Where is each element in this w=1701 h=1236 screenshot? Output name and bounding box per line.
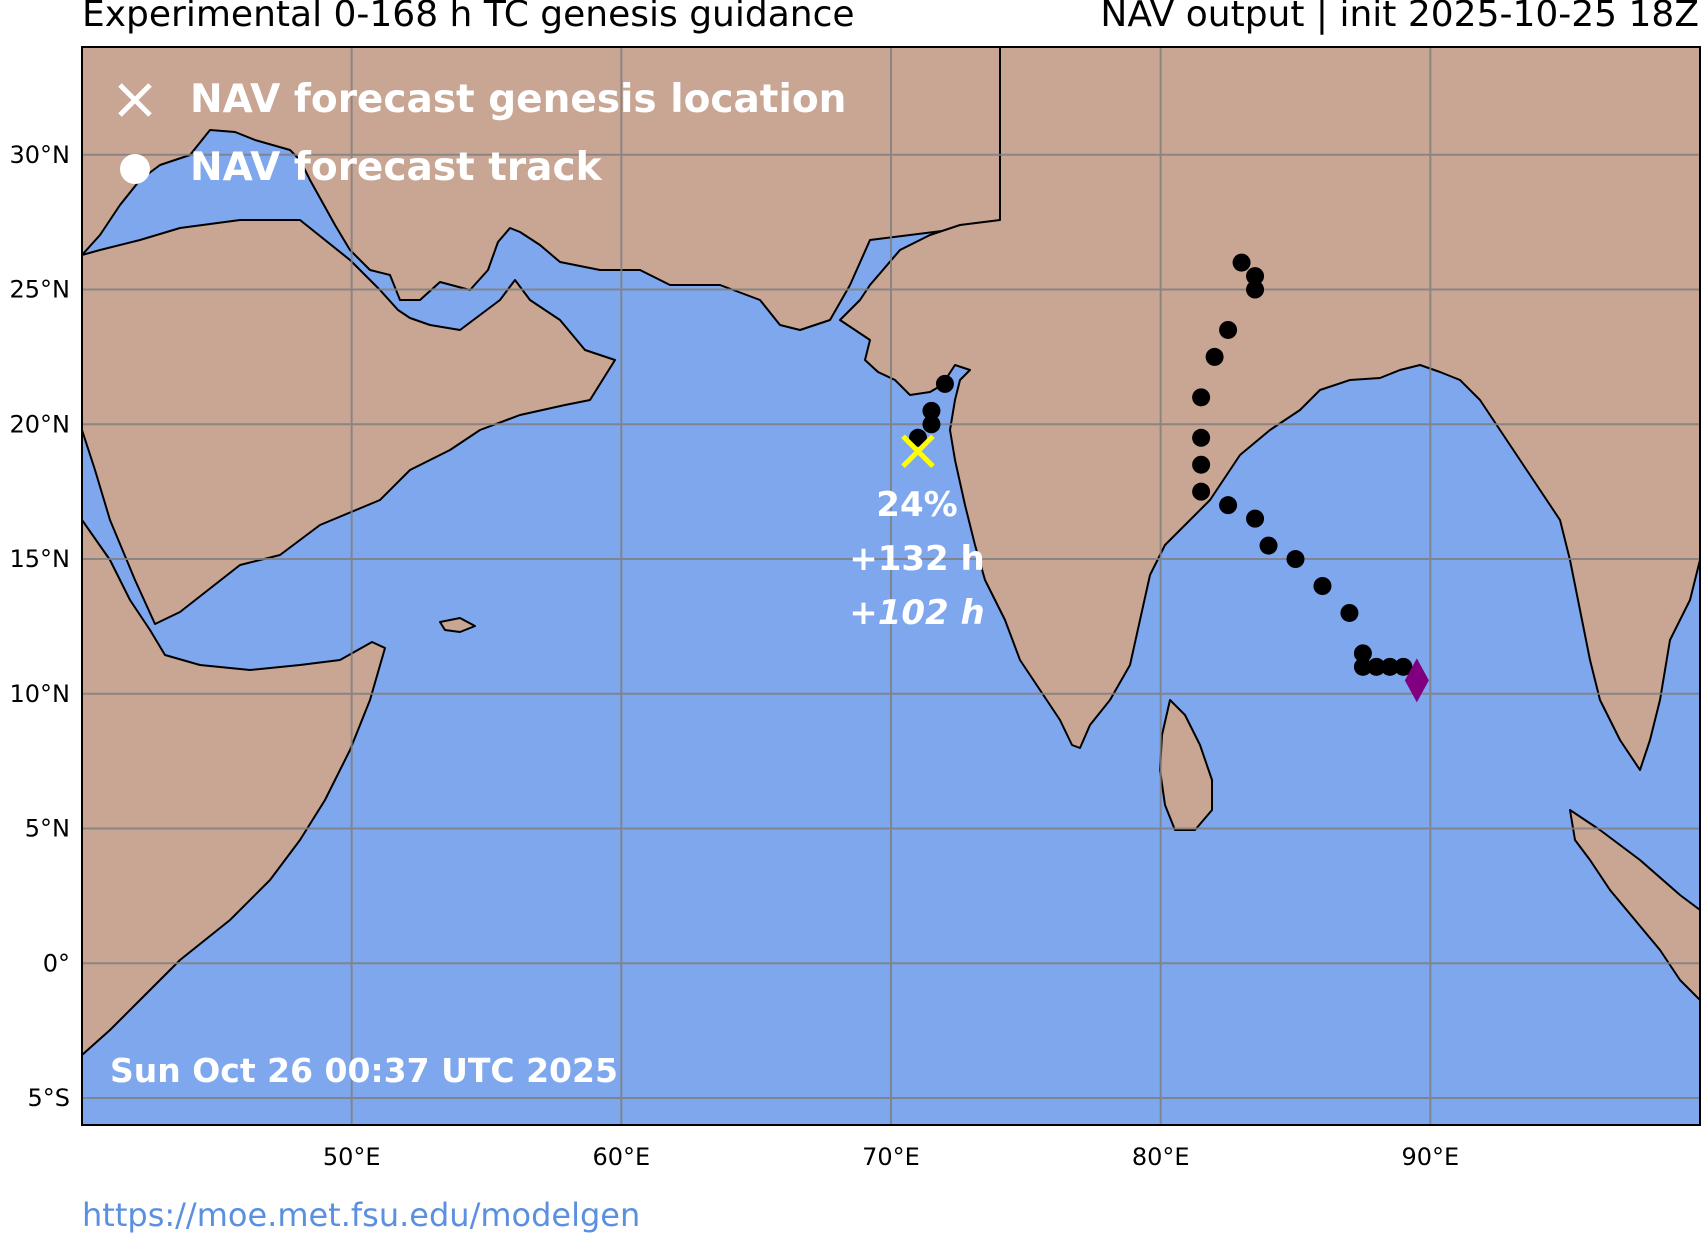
land-layer [82, 47, 1700, 1056]
gridlines [82, 47, 1700, 1125]
legend-genesis-label: NAV forecast genesis location [190, 77, 846, 122]
track-point [1340, 603, 1359, 622]
lat-tick-label: 15°N [10, 545, 71, 573]
map-frame [81, 46, 1701, 1126]
track-point [1192, 455, 1211, 474]
lat-tick-label: 25°N [10, 276, 71, 304]
legend-dot-icon [120, 154, 150, 184]
timestamp: Sun Oct 26 00:37 UTC 2025 [110, 1051, 618, 1090]
lon-tick-label: 80°E [1132, 1143, 1190, 1171]
track-point [1219, 320, 1238, 339]
track-point [1246, 267, 1265, 286]
lat-tick-label: 20°N [10, 410, 71, 438]
land-arabia [82, 219, 616, 625]
genesis-lead-time: +132 h [849, 539, 985, 579]
track-point [1380, 657, 1399, 676]
track-point [922, 415, 941, 434]
track-point [1246, 280, 1265, 299]
footer-url-link[interactable]: https://moe.met.fsu.edu/modelgen [82, 1196, 641, 1234]
track-point [1353, 644, 1372, 663]
lat-tick-label: 30°N [10, 141, 71, 169]
track-point [1219, 496, 1238, 515]
lon-tick-label: 90°E [1401, 1143, 1459, 1171]
track-point [1246, 509, 1265, 528]
track-point [1232, 253, 1251, 272]
genesis-probability: 24% [876, 485, 957, 525]
land-africa [82, 519, 386, 1056]
title-right: NAV output | init 2025-10-25 18Z [1100, 0, 1699, 35]
lon-tick-label: 60°E [592, 1143, 650, 1171]
track-point [1394, 657, 1413, 676]
markers [901, 434, 1429, 703]
lat-tick-label: 0° [43, 949, 70, 977]
track-point [1205, 347, 1224, 366]
track-point [935, 374, 954, 393]
axis-ticks: 50°E 60°E 70°E 80°E 90°E 30°N 25°N 20°N 15°N 10°N… [10, 141, 1460, 1171]
track-point [922, 401, 941, 420]
genesis-lead-time-alt: +102 h [849, 593, 985, 633]
lon-tick-label: 50°E [323, 1143, 381, 1171]
track-point [1353, 657, 1372, 676]
genesis-x-icon [901, 434, 935, 469]
legend-x-icon [118, 83, 152, 117]
track-point [1286, 550, 1305, 569]
forecast-track [908, 253, 1413, 676]
lat-tick-label: 5°S [27, 1084, 70, 1112]
track-point [1192, 482, 1211, 501]
lat-tick-label: 5°N [25, 815, 70, 843]
land-india [839, 47, 1700, 771]
land-socotra [439, 617, 476, 633]
title-left: Experimental 0-168 h TC genesis guidance [82, 0, 855, 35]
legend-track-label: NAV forecast track [190, 145, 603, 190]
track-point [1192, 428, 1211, 447]
track-point [908, 428, 927, 447]
track-point [1367, 657, 1386, 676]
land-sumatra [1569, 809, 1700, 1001]
legend: NAV forecast genesis location NAV foreca… [118, 77, 846, 190]
track-point [1313, 577, 1332, 595]
diamond-marker [1404, 658, 1429, 703]
lon-tick-label: 70°E [862, 1143, 920, 1171]
lat-tick-label: 10°N [10, 680, 71, 708]
track-point [1192, 388, 1211, 407]
track-point [1259, 536, 1278, 555]
